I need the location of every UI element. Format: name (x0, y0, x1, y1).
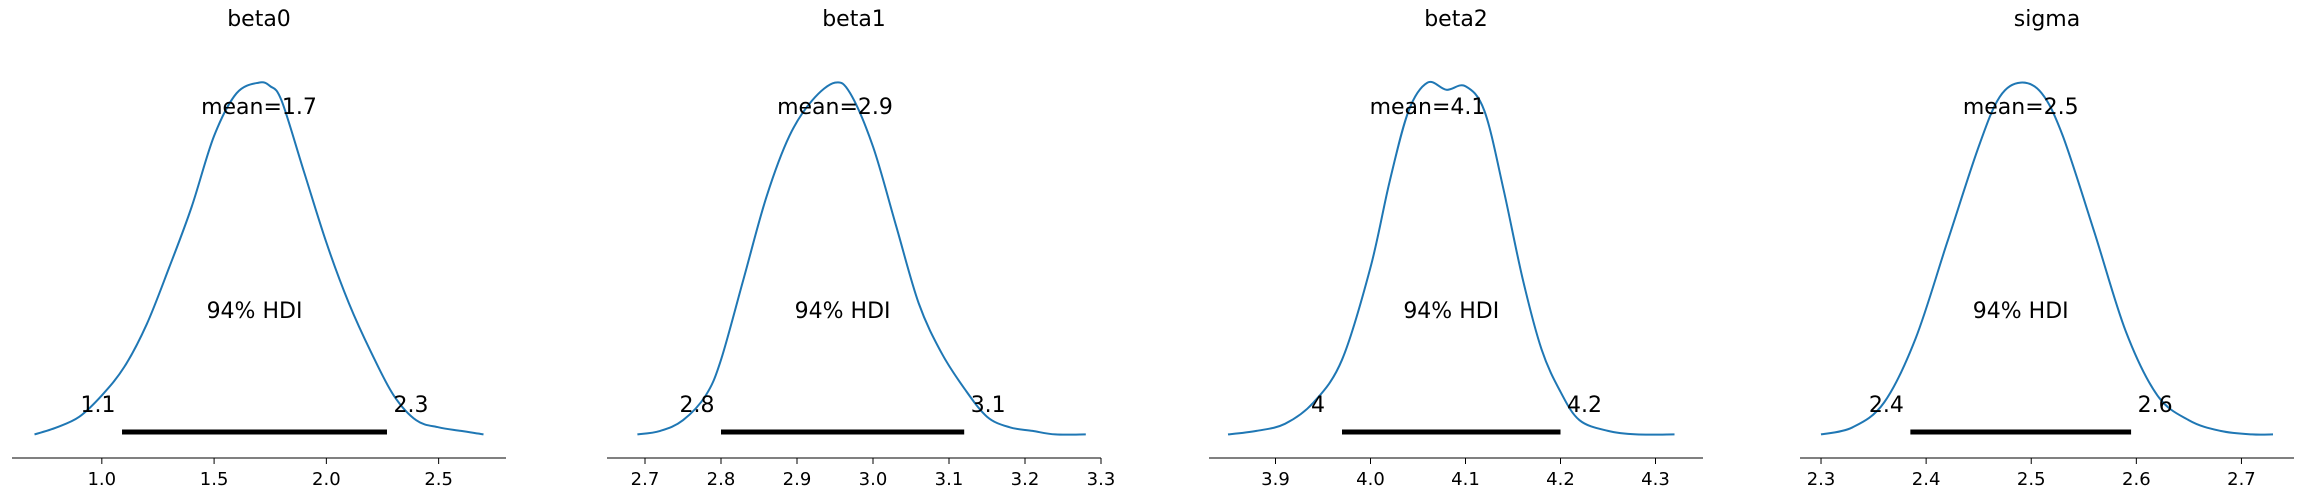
panel-beta0: beta0 mean=1.7 94% HDI 1.1 2.3 1.0 1.5 2.0 2.5 (12, 7, 506, 490)
hdi-lower-label: 2.4 (1869, 393, 1904, 418)
panel-title: beta2 (1424, 7, 1488, 32)
x-tick-label: 4.3 (1641, 469, 1670, 490)
hdi-lower-label: 2.8 (680, 393, 715, 418)
hdi-label: 94% HDI (795, 299, 891, 324)
x-tick-label: 4.1 (1451, 469, 1480, 490)
hdi-lower-label: 1.1 (81, 393, 116, 418)
x-tick-label: 1.5 (200, 469, 229, 490)
x-tick-label: 2.7 (2227, 469, 2256, 490)
x-tick-label: 2.0 (312, 469, 341, 490)
hdi-upper-label: 2.6 (2138, 393, 2173, 418)
density-curve (1227, 80, 1675, 436)
mean-label: mean=2.5 (1963, 95, 2079, 120)
x-tick-label: 3.3 (1087, 469, 1116, 490)
x-tick-label: 3.9 (1261, 469, 1290, 490)
x-tick-label: 4.0 (1356, 469, 1385, 490)
x-tick-label: 4.2 (1546, 469, 1575, 490)
hdi-label: 94% HDI (207, 299, 303, 324)
x-tick-label: 2.9 (783, 469, 812, 490)
panel-beta2: beta2 mean=4.1 94% HDI 4 4.2 3.9 4.0 4.1 4.2 4.3 (1209, 7, 1703, 490)
hdi-lower-label: 4 (1311, 393, 1325, 418)
mean-label: mean=1.7 (201, 95, 317, 120)
x-tick-label: 1.0 (87, 469, 116, 490)
density-curve (637, 81, 1086, 436)
x-tick-label: 3.2 (1011, 469, 1040, 490)
x-tick-label: 2.5 (2017, 469, 2046, 490)
x-tick-label: 3.0 (859, 469, 888, 490)
panel-title: beta0 (227, 7, 291, 32)
panel-sigma: sigma mean=2.5 94% HDI 2.4 2.6 2.3 2.4 2.5 2.6 2.… (1800, 7, 2294, 490)
hdi-label: 94% HDI (1973, 299, 2069, 324)
mean-label: mean=4.1 (1370, 95, 1486, 120)
hdi-upper-label: 2.3 (393, 393, 428, 418)
x-tick-label: 2.6 (2122, 469, 2151, 490)
x-tick-label: 2.3 (1807, 469, 1836, 490)
x-tick-label: 2.8 (707, 469, 736, 490)
x-tick-label: 2.4 (1912, 469, 1941, 490)
hdi-upper-label: 4.2 (1567, 393, 1602, 418)
hdi-label: 94% HDI (1403, 299, 1499, 324)
density-curve (1820, 81, 2274, 436)
mean-label: mean=2.9 (777, 95, 893, 120)
x-tick-label: 2.7 (631, 469, 660, 490)
panel-title: sigma (2014, 7, 2080, 32)
density-curve (34, 81, 484, 436)
panel-beta1: beta1 mean=2.9 94% HDI 2.8 3.1 2.7 2.8 2.9 3.0 3.… (607, 7, 1115, 490)
x-tick-label: 3.1 (935, 469, 964, 490)
x-tick-label: 2.5 (424, 469, 453, 490)
hdi-upper-label: 3.1 (971, 393, 1006, 418)
panel-title: beta1 (822, 7, 886, 32)
